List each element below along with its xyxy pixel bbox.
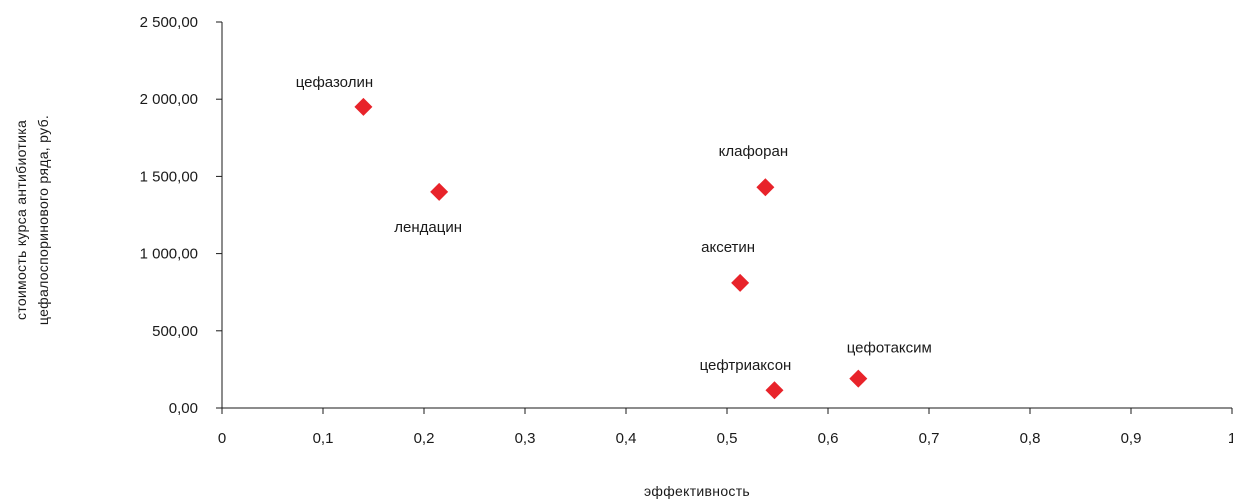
data-point-marker (765, 381, 784, 400)
x-tick-label: 0,8 (1020, 430, 1041, 447)
y-ticks: 0,00 500,00 1 000,00 1 500,00 2 000,00 2 500,… (140, 14, 222, 417)
y-axis-title: стоимость курса антибиотика цефалоспорин… (13, 115, 51, 325)
data-point-label: лендацин (394, 219, 462, 236)
data-point-marker (849, 369, 868, 388)
x-tick-label: 0,7 (919, 430, 940, 447)
data-point-marker (731, 273, 750, 292)
data-point-marker (430, 182, 449, 201)
x-tick-label: 0,9 (1121, 430, 1142, 447)
x-tick-label: 0,5 (717, 430, 738, 447)
x-tick-label: 0,4 (616, 430, 637, 447)
x-tick-label: 0,3 (515, 430, 536, 447)
data-point-label: клафоран (719, 143, 788, 160)
x-axis-title: эффективность (644, 483, 750, 499)
x-tick-label: 0,6 (818, 430, 839, 447)
y-tick-label: 1 000,00 (140, 246, 198, 263)
data-point-label: цефтриаксон (700, 357, 792, 374)
x-tick-label: 0 (218, 430, 226, 447)
y-tick-label: 500,00 (152, 323, 198, 340)
data-point-label: цефотаксим (847, 340, 932, 357)
y-tick-label: 1 500,00 (140, 168, 198, 185)
data-point-label: цефазолин (296, 74, 373, 91)
data-point-marker (354, 97, 373, 116)
x-tick-label: 0,1 (313, 430, 334, 447)
y-axis-title-line-2: цефалоспоринового ряда, руб. (35, 115, 51, 325)
x-tick-label: 0,2 (414, 430, 435, 447)
x-ticks: 0 0,1 0,2 0,3 0,4 0,5 0,6 0,7 0,8 0,9 1 (218, 408, 1233, 447)
x-tick-label: 1 (1228, 430, 1233, 447)
y-tick-label: 0,00 (169, 400, 198, 417)
data-point-label: аксетин (701, 239, 755, 256)
data-point-marker (756, 178, 775, 197)
y-tick-label: 2 500,00 (140, 14, 198, 31)
data-points: цефазолин лендацин клафоран аксетин цефтриак… (296, 74, 932, 400)
y-axis-title-line-1: стоимость курса антибиотика (13, 120, 29, 320)
y-tick-label: 2 000,00 (140, 91, 198, 108)
